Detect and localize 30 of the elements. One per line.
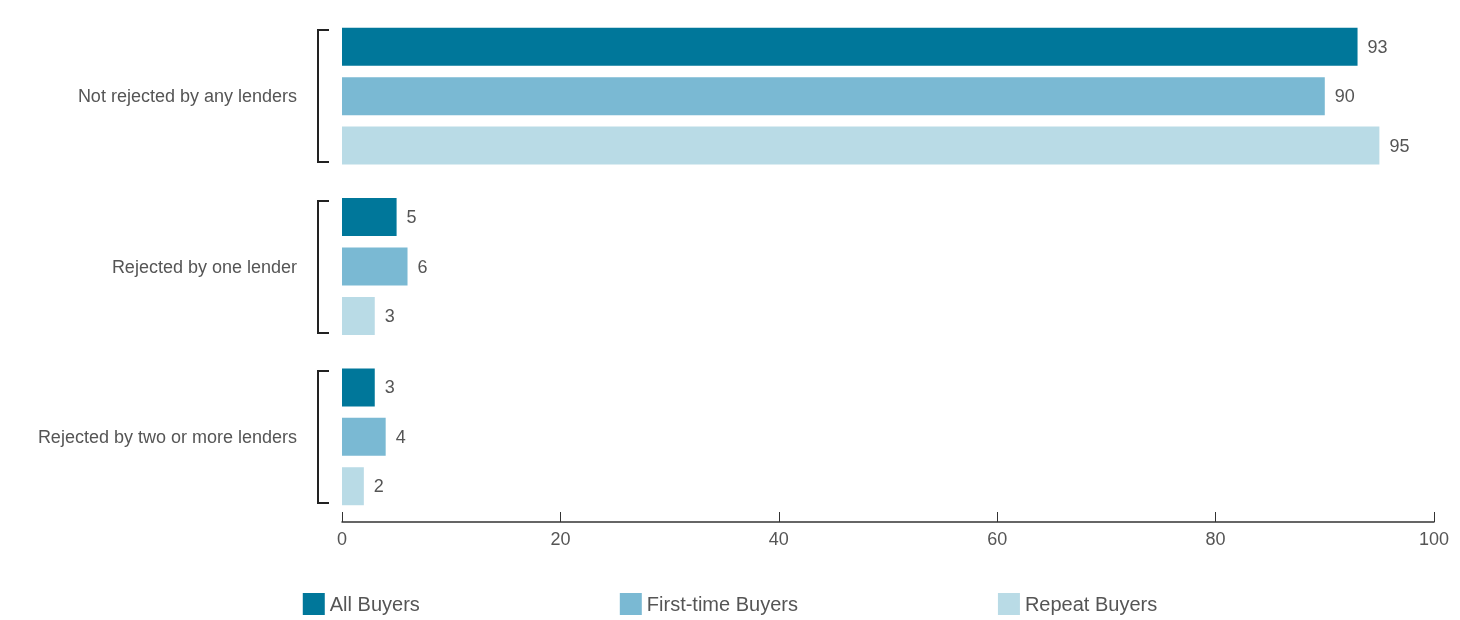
bar — [342, 368, 375, 407]
data-label: 3 — [384, 377, 395, 398]
legend-label: Repeat Buyers — [1024, 593, 1158, 615]
bar — [342, 247, 408, 286]
x-tick-label: 80 — [1205, 529, 1226, 549]
bar — [342, 77, 1325, 116]
y-tick-label: Rejected by two or more lenders — [37, 426, 297, 447]
data-label: 3 — [384, 305, 395, 326]
data-label: 4 — [395, 426, 406, 447]
bar — [342, 296, 375, 335]
data-label: 6 — [417, 256, 428, 277]
x-tick-label: 0 — [336, 529, 348, 549]
y-tick-label: Rejected by one lender — [111, 256, 297, 277]
x-tick-label: 20 — [550, 529, 571, 549]
bar — [342, 27, 1358, 66]
x-tick-label: 100 — [1418, 529, 1450, 549]
data-label: 5 — [406, 207, 417, 228]
data-label: 90 — [1334, 86, 1355, 107]
x-tick-label: 40 — [768, 529, 789, 549]
data-label: 95 — [1389, 135, 1410, 156]
bar — [342, 467, 364, 506]
bar — [342, 198, 397, 237]
x-tick-label: 60 — [987, 529, 1008, 549]
bar — [342, 126, 1380, 165]
bar — [342, 417, 386, 456]
data-label: 2 — [373, 476, 384, 497]
legend-label: First-time Buyers — [646, 593, 798, 615]
data-label: 93 — [1367, 36, 1388, 57]
legend-label: All Buyers — [329, 593, 420, 615]
y-tick-label: Not rejected by any lenders — [77, 86, 297, 107]
